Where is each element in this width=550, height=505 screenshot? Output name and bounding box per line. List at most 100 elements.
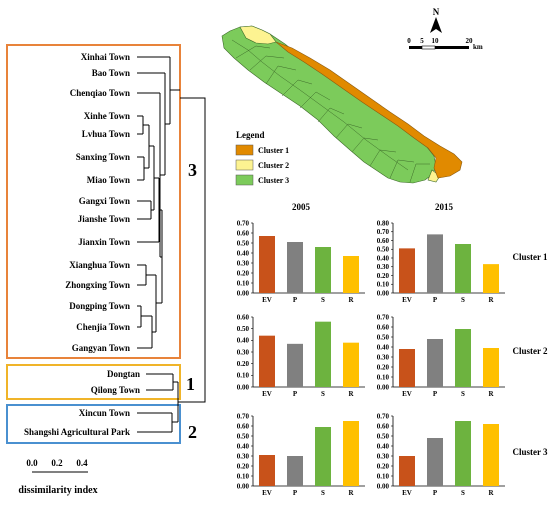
y-tick-label: 0.80	[377, 219, 390, 227]
row-label-cluster-2: Cluster 2	[512, 346, 548, 356]
y-tick-label: 0.30	[237, 259, 250, 267]
x-tick-label: R	[488, 296, 494, 304]
bar-ev	[259, 335, 275, 387]
scale-bar-segment	[421, 45, 436, 50]
y-tick-label: 0.30	[237, 452, 250, 460]
y-tick-label: 0.10	[377, 373, 390, 381]
y-tick-label: 0.10	[377, 472, 390, 480]
y-tick-label: 0.70	[377, 313, 390, 321]
y-tick-label: 0.30	[237, 348, 250, 356]
y-tick-label: 0.50	[377, 432, 390, 440]
axis-label: dissimilarity index	[18, 485, 97, 496]
y-tick-label: 0.60	[237, 422, 250, 430]
bar-p	[427, 438, 443, 486]
x-tick-label: EV	[402, 489, 412, 497]
x-tick-label: EV	[262, 489, 272, 497]
x-tick-label: S	[321, 489, 325, 497]
town-label: Gangxi Town	[79, 196, 130, 206]
y-tick-label: 0.60	[237, 313, 250, 321]
y-tick-label: 0.70	[237, 219, 250, 227]
y-tick-label: 0.40	[377, 343, 390, 351]
x-tick-label: R	[488, 489, 494, 497]
y-tick-label: 0.20	[377, 462, 390, 470]
y-tick-label: 0.40	[377, 442, 390, 450]
bar-s	[455, 329, 471, 387]
y-tick-label: 0.20	[237, 360, 250, 368]
x-tick-label: R	[348, 296, 354, 304]
bar-r	[343, 342, 359, 387]
bar-ev	[399, 349, 415, 387]
town-label: Dongping Town	[69, 301, 130, 311]
y-tick-label: 0.40	[237, 249, 250, 257]
panel-cluster-1-2015: 0.000.100.200.300.400.500.600.700.80 EV P S…	[377, 219, 505, 304]
bar-s	[315, 247, 331, 293]
panel-cluster-1-2005: 0.00 0.10 0.20 0.30 0.40 0.50 0.60 0.70 EV P S R	[237, 219, 365, 304]
x-tick-label: EV	[262, 296, 272, 304]
column-title-2005: 2005	[292, 202, 311, 212]
x-tick-label: P	[433, 489, 438, 497]
bar-r	[483, 264, 499, 293]
y-tick-label: 0.30	[377, 263, 390, 271]
town-label: Miao Town	[87, 175, 130, 185]
y-tick-label: 0.00	[237, 383, 250, 391]
y-tick-label: 0.00	[237, 482, 250, 490]
x-tick-label: S	[461, 489, 465, 497]
axis-tick-1: 0.2	[51, 458, 63, 468]
town-label: Gangyan Town	[72, 343, 130, 353]
town-label: Lvhua Town	[82, 129, 130, 139]
y-tick-label: 0.70	[377, 412, 390, 420]
scale-tick: 0	[407, 37, 411, 45]
town-label: Xianghua Town	[69, 260, 130, 270]
y-tick-label: 0.20	[377, 272, 390, 280]
town-label: Qilong Town	[91, 385, 140, 395]
y-tick-label: 0.60	[237, 229, 250, 237]
town-label: Sanxing Town	[76, 152, 130, 162]
y-tick-label: 0.10	[237, 472, 250, 480]
y-tick-label: 0.50	[377, 333, 390, 341]
cluster-3-box	[6, 44, 181, 359]
legend-label-cluster-1: Cluster 1	[258, 146, 289, 155]
north-arrow-icon	[430, 17, 442, 33]
x-tick-label: P	[433, 296, 438, 304]
x-tick-label: R	[348, 489, 354, 497]
scale-tick: 5	[420, 37, 424, 45]
bar-p	[427, 339, 443, 387]
scale-bar-segment	[409, 46, 422, 49]
bar-r	[483, 348, 499, 387]
dendrogram: Xinhai Town Bao Town Chenqiao Town Xinhe To…	[6, 44, 206, 496]
scale-unit: km	[473, 43, 483, 51]
row-label-cluster-1: Cluster 1	[512, 252, 548, 262]
y-tick-label: 0.10	[237, 279, 250, 287]
y-tick-label: 0.70	[377, 228, 390, 236]
y-tick-label: 0.40	[237, 337, 250, 345]
town-label: Jianxin Town	[78, 237, 130, 247]
bar-r	[343, 256, 359, 293]
axis-tick-0: 0.0	[26, 458, 38, 468]
x-tick-label: EV	[402, 390, 412, 398]
y-tick-label: 0.50	[237, 325, 250, 333]
dendrogram-links	[137, 56, 206, 433]
cluster-1-box	[6, 364, 181, 400]
y-tick-label: 0.30	[377, 452, 390, 460]
town-label: Dongtan	[107, 369, 140, 379]
x-tick-label: R	[348, 390, 354, 398]
x-tick-label: S	[461, 296, 465, 304]
x-tick-label: EV	[402, 296, 412, 304]
y-tick-label: 0.50	[237, 239, 250, 247]
legend-title: Legend	[236, 130, 265, 140]
bar-p	[427, 234, 443, 293]
y-tick-label: 0.20	[237, 269, 250, 277]
legend-swatch-cluster-2	[235, 159, 254, 171]
town-label: Bao Town	[92, 68, 130, 78]
x-tick-label: S	[321, 390, 325, 398]
bar-r	[483, 424, 499, 486]
x-tick-label: EV	[262, 390, 272, 398]
bar-charts: 2005 2015 Cluster 1 Cluster 2 Cluster 3 …	[237, 202, 548, 497]
scale-tick: 20	[466, 37, 474, 45]
town-label: Xincun Town	[79, 408, 130, 418]
y-tick-label: 0.00	[377, 482, 390, 490]
bar-s	[315, 427, 331, 486]
axis-tick-2: 0.4	[76, 458, 88, 468]
bar-p	[287, 343, 303, 387]
y-tick-label: 0.50	[377, 246, 390, 254]
